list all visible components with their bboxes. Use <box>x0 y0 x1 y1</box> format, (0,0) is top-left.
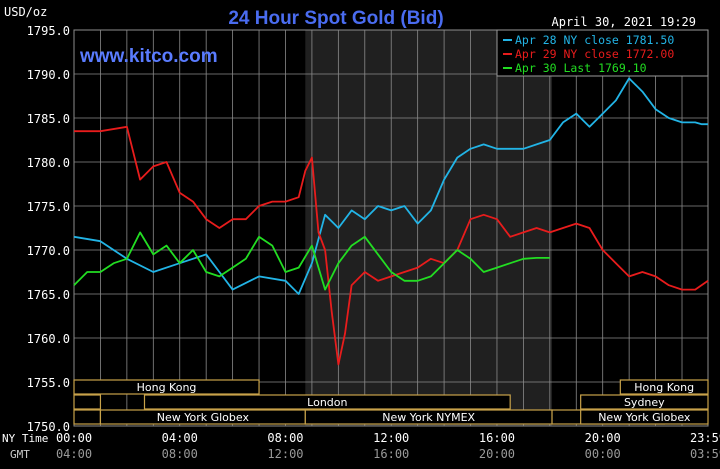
legend-entry: Apr 29 NY close 1772.00 <box>515 47 674 61</box>
gmt-label: GMT <box>10 448 30 461</box>
x-tick-gmt: 03:59 <box>690 447 720 461</box>
x-axis: 00:00 04:00 04:00 08:00 08:00 12:00 12:00 16:00… <box>56 431 720 461</box>
y-tick-label: 1790.0 <box>27 68 70 82</box>
x-tick-ny: 16:00 <box>479 431 515 445</box>
legend-entry: Apr 30 Last 1769.10 <box>515 61 647 75</box>
y-tick-label: 1770.0 <box>27 244 70 258</box>
session-bar <box>73 394 102 410</box>
y-tick-label: 1785.0 <box>27 112 70 126</box>
x-tick-ny: 20:00 <box>585 431 621 445</box>
legend-box <box>496 29 709 77</box>
session-label: New York Globex <box>598 411 691 424</box>
session-label: Hong Kong <box>137 381 197 394</box>
y-tick-label: 1755.0 <box>27 376 70 390</box>
session-bars: Hong Kong Hong Kong London Sydney New York G… <box>73 379 709 425</box>
site-watermark: www.kitco.com <box>79 46 218 67</box>
session-shade <box>305 30 553 426</box>
series-line-3 <box>73 231 550 291</box>
y-tick-label: 1760.0 <box>27 332 70 346</box>
session-bar <box>580 409 709 425</box>
session-bar <box>619 379 709 395</box>
session-bar <box>73 379 260 395</box>
unit-label: USD/oz <box>4 5 47 19</box>
x-tick-ny: 08:00 <box>267 431 303 445</box>
y-tick-label: 1765.0 <box>27 288 70 302</box>
session-label: New York Globex <box>157 411 250 424</box>
y-tick-label: 1780.0 <box>27 156 70 170</box>
session-label: Hong Kong <box>634 381 694 394</box>
session-bar <box>143 394 511 410</box>
timestamp: April 30, 2021 19:29 <box>552 15 697 29</box>
x-tick-ny: 12:00 <box>373 431 409 445</box>
chart-title: 24 Hour Spot Gold (Bid) <box>228 8 443 29</box>
x-tick-ny: 00:00 <box>56 431 92 445</box>
session-bar <box>580 394 709 410</box>
series-lines <box>73 77 709 366</box>
session-label: London <box>307 396 347 409</box>
x-tick-ny: 04:00 <box>162 431 198 445</box>
x-tick-ny: 23:59 <box>690 431 720 445</box>
session-label: Sydney <box>624 396 665 409</box>
x-tick-gmt: 08:00 <box>162 447 198 461</box>
x-tick-gmt: 04:00 <box>56 447 92 461</box>
x-tick-gmt: 20:00 <box>479 447 515 461</box>
x-tick-gmt: 00:00 <box>585 447 621 461</box>
session-label: New York NYMEX <box>382 411 475 424</box>
session-bar <box>73 409 102 425</box>
x-tick-gmt: 12:00 <box>267 447 303 461</box>
y-tick-label: 1775.0 <box>27 200 70 214</box>
ny-time-label: NY Time <box>2 432 48 445</box>
y-tick-label: 1795.0 <box>27 24 70 38</box>
y-axis: 1795.0 1790.0 1785.0 1780.0 1775.0 1770.0 1765… <box>27 24 70 434</box>
legend-entry: Apr 28 NY close 1781.50 <box>515 33 674 47</box>
series-line-2 <box>74 125 709 366</box>
x-tick-gmt: 16:00 <box>373 447 409 461</box>
series-line-1 <box>73 77 708 295</box>
y-tick-label: 1750.0 <box>27 420 70 434</box>
